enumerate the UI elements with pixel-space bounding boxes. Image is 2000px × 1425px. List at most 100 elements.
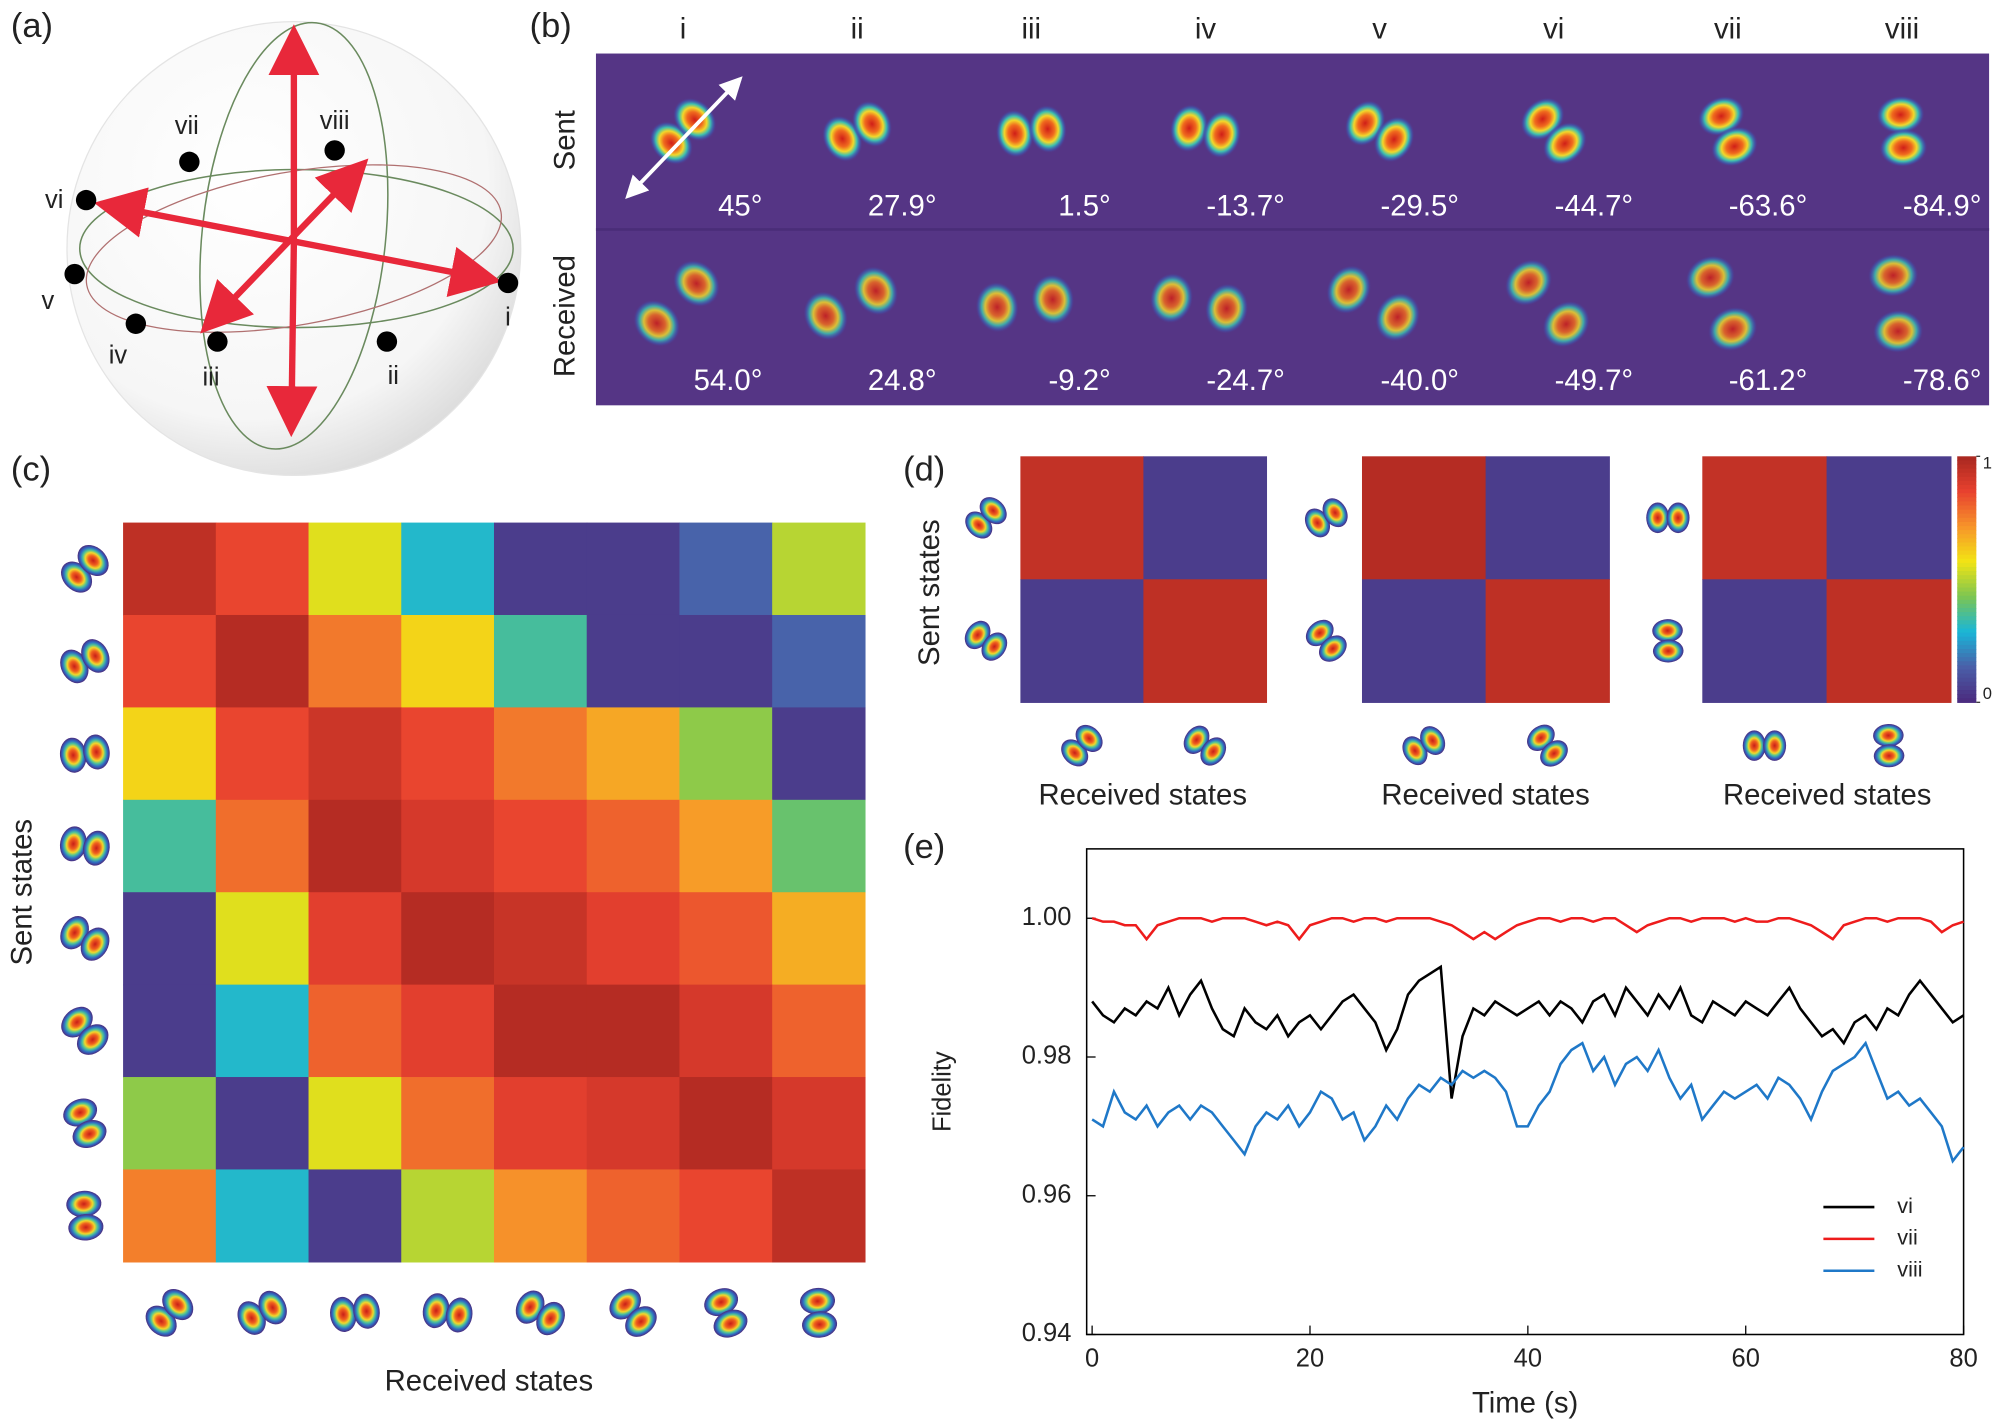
heatmap-cell — [772, 522, 866, 616]
lobe — [1200, 737, 1227, 766]
lobe — [59, 737, 87, 773]
colorbar-segment — [1957, 472, 1977, 478]
colorbar-segment — [1957, 538, 1977, 544]
lobe — [515, 1290, 545, 1324]
lobe — [822, 115, 863, 162]
heatmap-cell — [772, 614, 866, 709]
mode-icon — [329, 1293, 380, 1332]
heatmap-cell — [1020, 579, 1145, 703]
colorbar-segment — [1957, 677, 1977, 683]
mode-icon — [995, 104, 1067, 158]
colorbar-segment — [1957, 603, 1977, 609]
lobe — [1542, 300, 1591, 348]
colorbar-segment — [1957, 485, 1977, 490]
colorbar-segment — [1957, 464, 1977, 470]
mode-icon — [60, 916, 110, 961]
mode-icon — [145, 1288, 194, 1337]
mode-icon — [1326, 265, 1421, 342]
received-angle: -40.0° — [1381, 364, 1459, 397]
heatmap-cell — [679, 614, 773, 709]
mode-icon — [975, 274, 1075, 333]
heatmap-cell — [1826, 579, 1952, 703]
mode-icon — [1652, 619, 1684, 663]
lobe — [1028, 104, 1067, 154]
colorbar-segment — [1957, 534, 1977, 539]
heatmap-cell — [1020, 456, 1145, 580]
y-tick-label: 0.96 — [1022, 1180, 1072, 1208]
lobe — [1873, 723, 1904, 747]
colorbar-segment — [1957, 501, 1977, 507]
heatmap-cell — [679, 799, 773, 893]
mode-icon — [1169, 104, 1242, 159]
lobe — [633, 299, 681, 347]
mode-icon — [1344, 100, 1415, 163]
x-tick-label: 20 — [1296, 1345, 1324, 1373]
lobe — [422, 1293, 450, 1329]
received-angle: -9.2° — [1049, 364, 1111, 397]
heatmap-cell — [123, 799, 217, 893]
lobe — [1420, 726, 1446, 755]
lobe — [76, 1024, 109, 1055]
heatmap-cell — [401, 1169, 495, 1263]
state-label: v — [42, 287, 55, 315]
x-tick-label: 0 — [1085, 1345, 1099, 1373]
lobe — [799, 1287, 836, 1315]
lobe — [1652, 639, 1684, 663]
lobe — [1169, 104, 1209, 153]
lobe — [1666, 502, 1690, 534]
state-label: iii — [203, 363, 220, 391]
x-tick-label: 40 — [1514, 1345, 1542, 1373]
lobe — [1697, 96, 1745, 137]
y-axis-label: Fidelity — [929, 1051, 957, 1132]
colorbar-segment — [1957, 558, 1977, 564]
legend-label: vii — [1897, 1225, 1917, 1250]
state-point — [64, 263, 85, 285]
colorbar-segment — [1957, 480, 1977, 486]
lobe — [329, 1296, 357, 1332]
column-label: iii — [1022, 12, 1042, 45]
colorbar-segment — [1957, 571, 1977, 576]
colorbar-segment — [1957, 489, 1977, 494]
state-label: ii — [388, 362, 399, 390]
heatmap-cell — [493, 614, 588, 709]
heatmap-cell — [1143, 579, 1268, 703]
lobe — [60, 916, 89, 950]
mode-icon — [1504, 259, 1591, 348]
heatmap-cell — [493, 522, 588, 616]
colorbar-segment — [1957, 685, 1977, 691]
heatmap-cell — [772, 984, 866, 1078]
x-axis-label: Received states — [1381, 778, 1589, 811]
colorbar-segment — [1957, 587, 1977, 593]
heatmap-cell — [772, 892, 866, 986]
lobe — [1876, 95, 1925, 134]
mode-icon — [515, 1290, 565, 1336]
bloch-sphere — [66, 21, 522, 477]
colorbar-segment — [1957, 562, 1977, 568]
received-angle: -78.6° — [1903, 364, 1981, 397]
state-label: vi — [45, 186, 63, 214]
heatmap-cell — [1485, 456, 1610, 580]
column-label: ii — [851, 12, 864, 45]
lobe — [68, 1214, 104, 1241]
mode-icon — [59, 826, 110, 866]
heatmap-cell — [123, 1169, 217, 1263]
heatmap-cell — [401, 799, 495, 893]
mode-icon — [1527, 724, 1568, 767]
heatmap-cell — [493, 892, 588, 986]
state-point — [497, 272, 519, 294]
row-label: Sent — [548, 110, 581, 170]
heatmap-cell — [308, 892, 402, 986]
panel-label: (a) — [11, 7, 53, 45]
lobe — [979, 497, 1007, 525]
heatmap-cell — [772, 1077, 866, 1171]
colorbar-segment — [1957, 476, 1977, 482]
sent-angle: -13.7° — [1206, 190, 1285, 223]
mode-icon — [1304, 498, 1348, 538]
lobe — [1322, 498, 1348, 528]
colorbar-segment — [1957, 612, 1977, 617]
heatmap-cell — [123, 614, 217, 709]
colorbar-segment — [1957, 620, 1977, 626]
heatmap-cell — [1702, 456, 1828, 580]
colorbar-segment — [1957, 513, 1977, 519]
